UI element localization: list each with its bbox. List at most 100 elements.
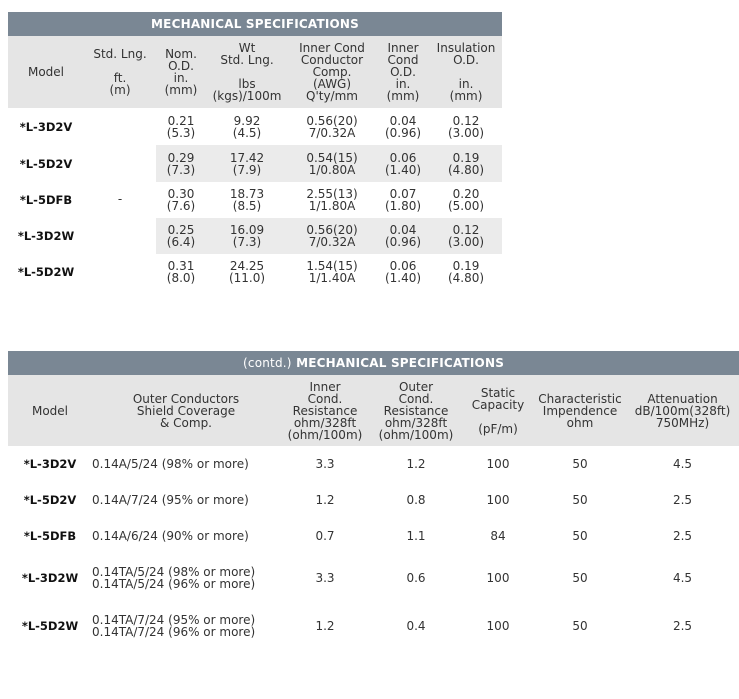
capacity-cell: 100 xyxy=(486,571,510,585)
cell-line: (4.5) xyxy=(232,125,262,140)
nom-od-cell: 0.29 (7.3) xyxy=(156,145,206,182)
insulation-od-cell: 0.20 (5.00) xyxy=(430,182,502,218)
attenuation-cell: 2.5 xyxy=(672,619,693,633)
cell-line: (1.40) xyxy=(384,162,422,177)
cell-line: (11.0) xyxy=(228,271,266,285)
cell-line: 0.07 xyxy=(389,187,417,201)
outer-res-cell: 0.4 xyxy=(406,619,426,633)
wt-cell: 17.42 (7.9) xyxy=(206,145,288,182)
shield-coverage-cell: 0.14TA/7/24 (95% or more) 0.14TA/7/24 (96… xyxy=(92,602,280,650)
table-row: *L-3D2W 0.14TA/5/24 (98% or more) 0.14TA/5… xyxy=(8,554,739,602)
impedance-cell: 50 xyxy=(572,619,588,633)
cell-line: Capacity xyxy=(471,397,525,412)
capacity-cell: 100 xyxy=(486,457,510,471)
table-title: (contd.) MECHANICAL SPECIFICATIONS xyxy=(8,351,739,375)
cell-line: (4.80) xyxy=(447,271,485,285)
cell-line: 0.54(15) xyxy=(306,150,358,165)
model-cell: *L-5DFB xyxy=(19,193,73,207)
impedance-cell: 50 xyxy=(572,529,588,543)
cell-line: (3.00) xyxy=(447,125,485,140)
header-row: Model Outer Conductors Shield Coverage & Co… xyxy=(8,375,739,446)
inner-comp-cell: 0.56(20) 7/0.32A xyxy=(288,108,376,145)
cell-line: 0.04 xyxy=(389,113,417,128)
cell-line: 0.29 xyxy=(167,150,195,165)
cell-line: 7/0.32A xyxy=(308,235,356,249)
cell-line: Inner xyxy=(387,41,419,55)
cell-line: (ohm/100m) xyxy=(378,427,454,442)
cell-line: ft. xyxy=(113,71,127,85)
inner-comp-cell: 2.55(13) 1/1.80A xyxy=(288,182,376,218)
cell-line: Nom. xyxy=(165,47,197,61)
table-row: *L-5D2W 0.31 (8.0) 24.25 (11.0) 1.54(15) 1/1.4… xyxy=(8,254,502,290)
column-header: Characteristic Impendence ohm xyxy=(534,375,626,446)
cell-line: (mm) xyxy=(386,89,420,103)
cell-line: Outer xyxy=(398,379,434,394)
header-row: Model Std. Lng. ft. (m) Nom. O.D. in. (mm) Wt St… xyxy=(8,36,503,108)
insulation-od-cell: 0.19 (4.80) xyxy=(430,254,502,290)
inner-comp-cell: 0.56(20) 7/0.32A xyxy=(288,218,376,254)
cell-line: 9.92 xyxy=(233,113,261,128)
inner-res-cell: 1.2 xyxy=(315,493,335,507)
model-cell: *L-3D2V xyxy=(23,457,77,471)
column-header: Wt Std. Lng. lbs (kgs)/100m xyxy=(206,36,288,108)
cell-line: 0.14TA/5/24 (98% or more) xyxy=(92,565,256,579)
cell-line: 0.14A/6/24 (90% or more) xyxy=(92,529,249,543)
outer-res-cell: 1.2 xyxy=(406,457,426,471)
outer-res-cell: 1.1 xyxy=(406,529,426,543)
column-header: Inner Cond. Resistance ohm/328ft (ohm/100m) xyxy=(280,375,370,446)
cell-line: (7.9) xyxy=(232,162,262,177)
column-header: Insulation O.D. in. (mm) xyxy=(430,36,503,108)
nom-od-cell: 0.21 (5.3) xyxy=(156,108,206,145)
cell-line: Model xyxy=(27,65,65,79)
column-header: Attenuation dB/100m(328ft) 750MHz) xyxy=(626,375,739,446)
cell-line: Resistance xyxy=(292,403,358,418)
cell-line: 1.54(15) xyxy=(306,259,358,273)
cell-line: Inner xyxy=(309,379,341,394)
inner-od-cell: 0.04 (0.96) xyxy=(376,218,430,254)
cell-line: O.D. xyxy=(390,65,416,79)
column-header: Model xyxy=(8,375,92,446)
column-header: Nom. O.D. in. (mm) xyxy=(156,36,206,108)
cell-line: (7.6) xyxy=(166,199,196,213)
cell-line: 0.56(20) xyxy=(306,113,358,128)
cell-line: in. xyxy=(173,71,189,85)
cell-line: Std. Lng. xyxy=(93,47,147,61)
cell-line: Characteristic xyxy=(538,391,622,406)
cell-line: lbs xyxy=(238,77,256,91)
cell-line: (mm) xyxy=(164,83,198,97)
capacity-cell: 84 xyxy=(490,529,506,543)
cell-line: 0.30 xyxy=(167,187,195,201)
inner-od-cell: 0.06 (1.40) xyxy=(376,145,430,182)
cell-line: 0.06 xyxy=(389,150,417,165)
cell-line: (pF/m) xyxy=(478,421,518,436)
table-row: *L-5DFB 0.14A/6/24 (90% or more) 0.7 1.1 84 5… xyxy=(8,518,739,554)
table-row: *L-3D2V 0.14A/5/24 (98% or more) 3.3 1.2 100… xyxy=(8,446,739,482)
table-row: *L-5D2W 0.14TA/7/24 (95% or more) 0.14TA/7… xyxy=(8,602,739,650)
outer-res-cell: 0.6 xyxy=(406,571,426,585)
cell-line: & Comp. xyxy=(159,415,212,430)
attenuation-cell: 4.5 xyxy=(672,457,693,471)
wt-cell: 24.25 (11.0) xyxy=(206,254,288,290)
cell-line: Outer Conductors xyxy=(132,391,240,406)
cell-line: 0.06 xyxy=(389,259,417,273)
cell-line: (ohm/100m) xyxy=(287,427,363,442)
table-row: *L-5D2V 0.14A/7/24 (95% or more) 1.2 0.8 100… xyxy=(8,482,739,518)
cell-line: O.D. xyxy=(168,59,194,73)
cell-line xyxy=(462,411,534,423)
wt-cell: 18.73 (8.5) xyxy=(206,182,288,218)
cell-line: Inner Cond xyxy=(299,41,365,55)
cell-line: ohm xyxy=(566,415,594,430)
inner-res-cell: 3.3 xyxy=(315,571,335,585)
shield-coverage-cell: 0.14TA/5/24 (98% or more) 0.14TA/5/24 (96… xyxy=(92,554,280,602)
cell-line: Resistance xyxy=(383,403,449,418)
attenuation-cell: 2.5 xyxy=(672,493,693,507)
cell-line: (m) xyxy=(109,83,131,97)
shield-coverage-cell: 0.14A/7/24 (95% or more) xyxy=(92,482,280,518)
table-row: *L-5D2V 0.29 (7.3) 17.42 (7.9) 0.54(15) 1/0.80… xyxy=(8,145,503,182)
inner-comp-cell: 1.54(15) 1/1.40A xyxy=(288,254,376,290)
model-cell: *L-5DFB xyxy=(23,529,77,543)
cell-line: Cond. xyxy=(307,391,343,406)
cell-line: 24.25 xyxy=(229,259,265,273)
table-title: MECHANICAL SPECIFICATIONS xyxy=(151,17,359,31)
cell-line: 0.20 xyxy=(452,187,480,201)
